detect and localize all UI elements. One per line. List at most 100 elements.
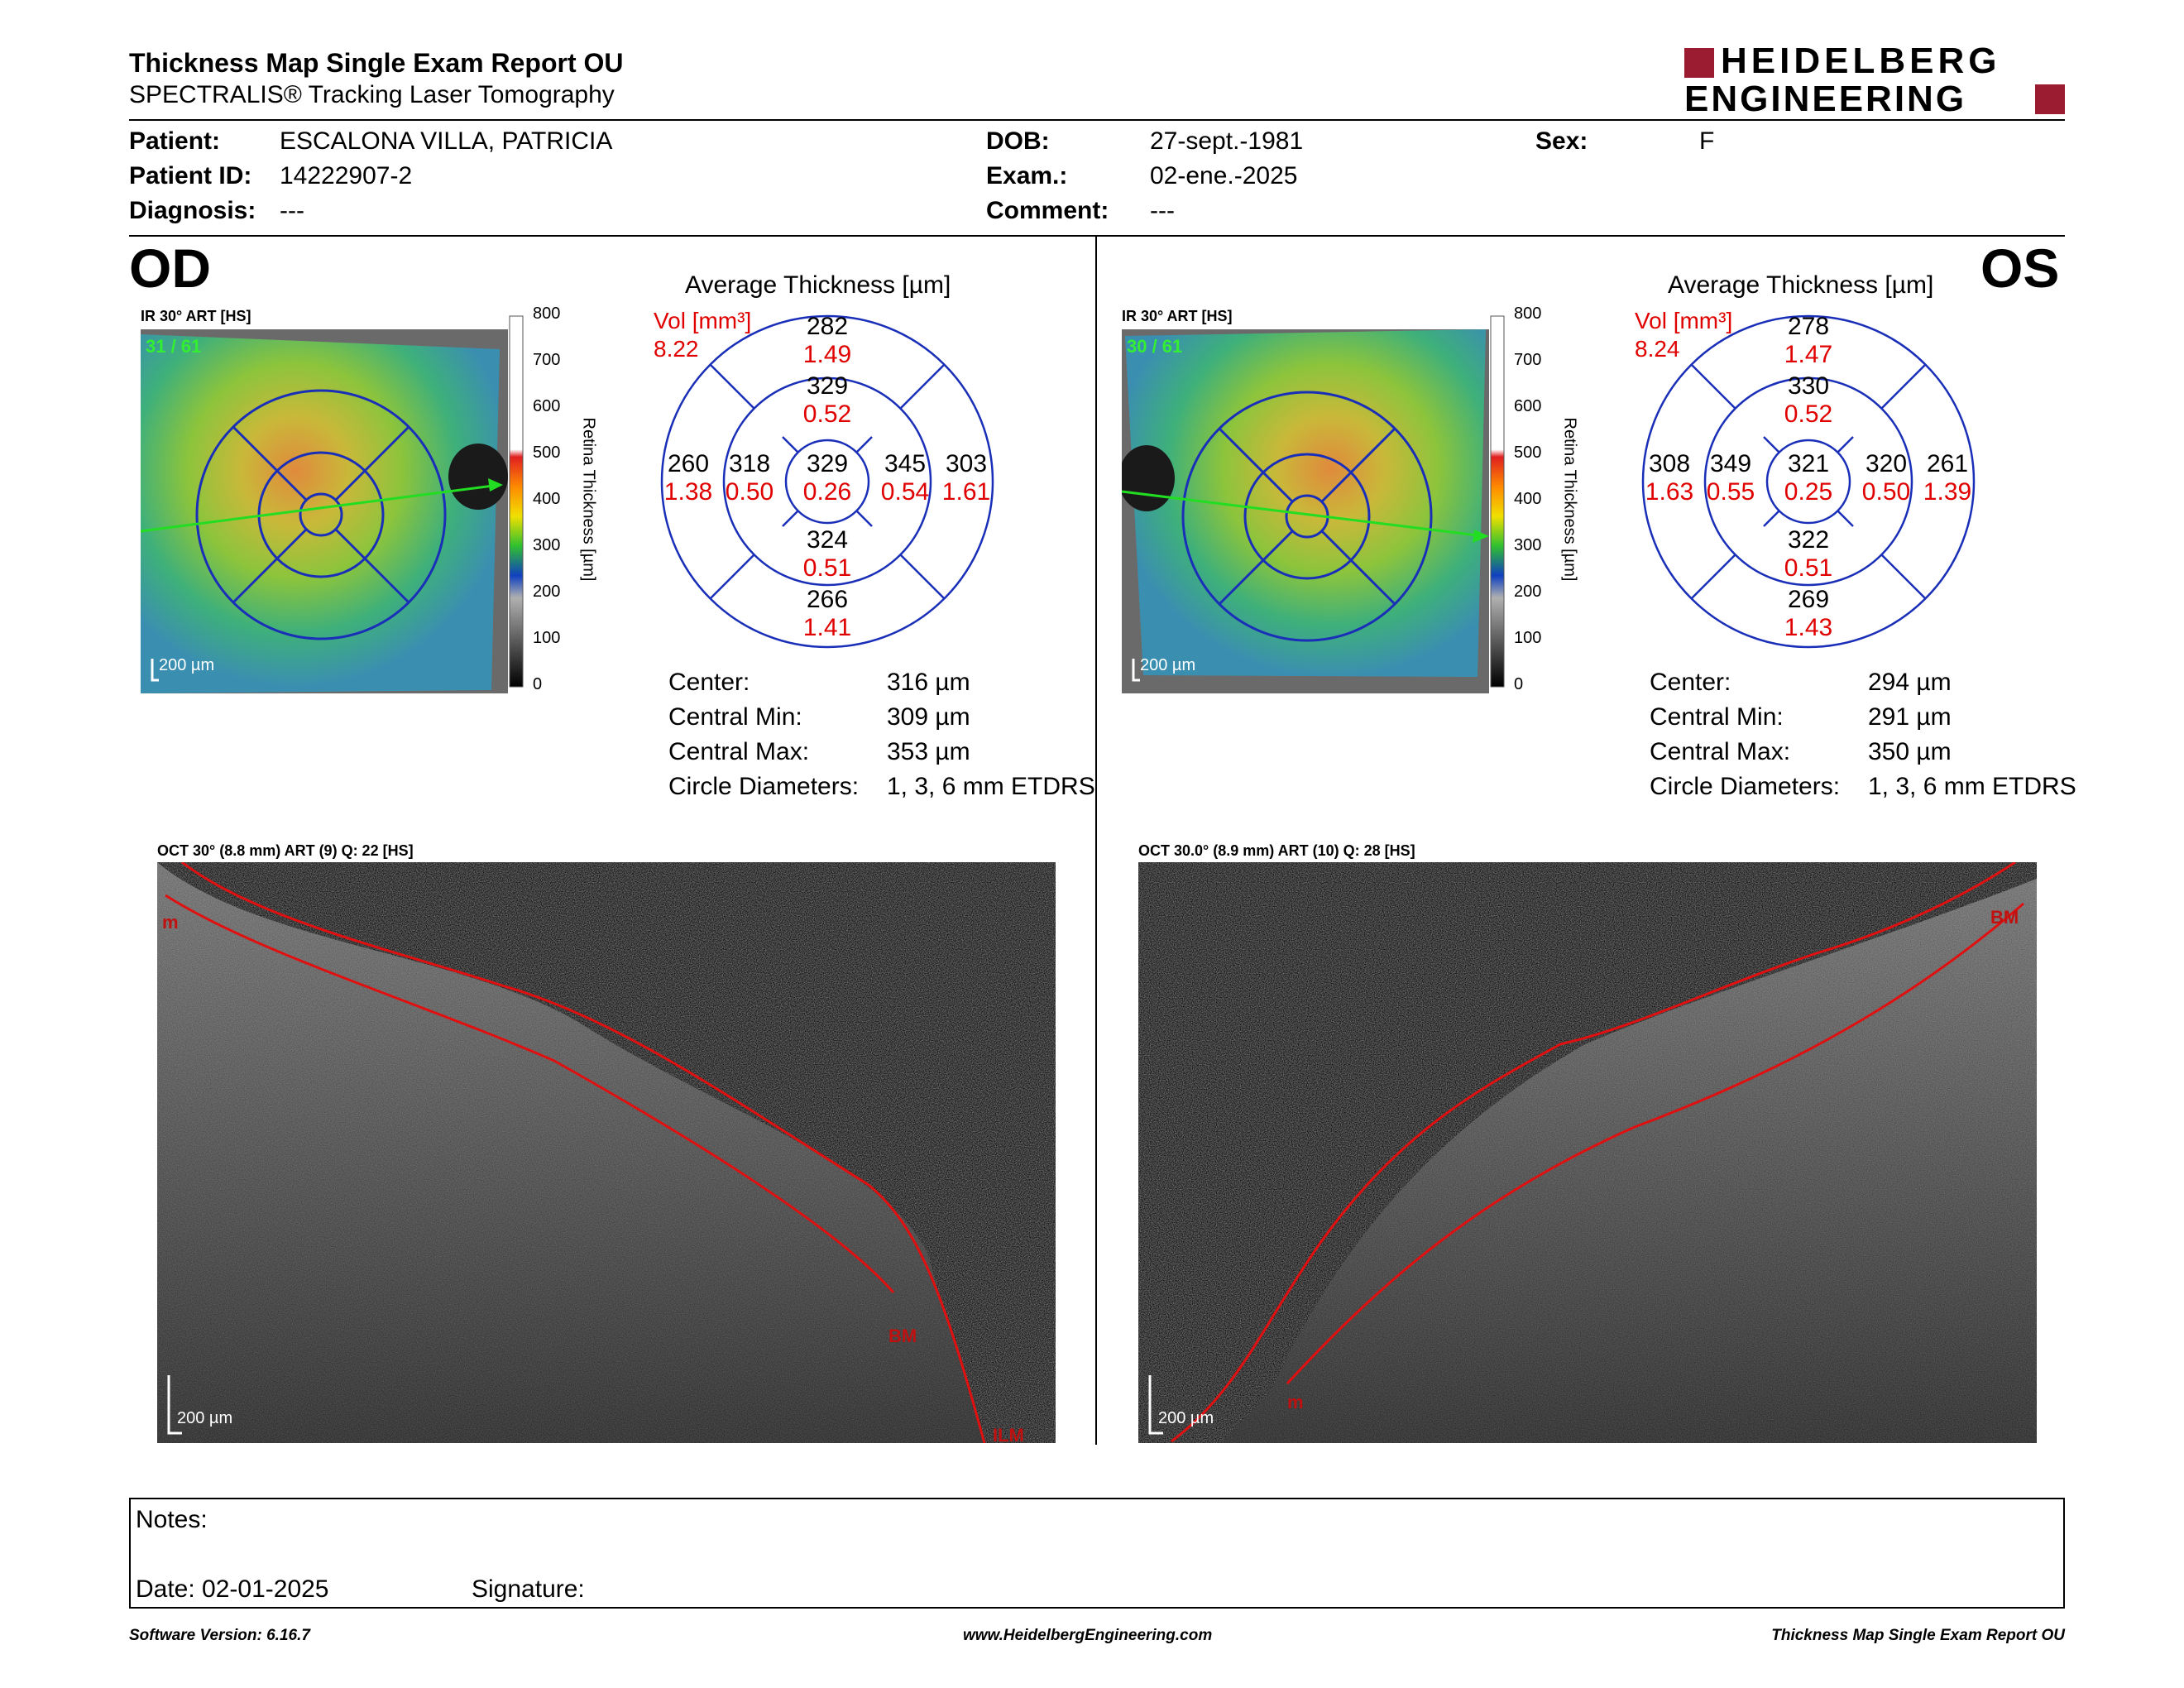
diagnosis-label: Diagnosis: [129, 197, 256, 224]
od-bm-line [165, 894, 895, 1293]
od-oct-label: OCT 30° (8.8 mm) ART (9) Q: 22 [HS] [157, 842, 414, 859]
os-avg-title: Average Thickness [µm] [1668, 271, 1934, 299]
os-marker-m: m [1287, 1392, 1304, 1412]
signature-label: Signature: [472, 1575, 585, 1603]
od-oct-bscan: 200 µm m BM ILM [157, 862, 1056, 1443]
od-max-label: Central Max: [668, 738, 810, 765]
os-outer-inf-thickness: 269 [1787, 586, 1830, 613]
os-retina-tissue [1221, 879, 2037, 1443]
od-outer-temp: 260 1.38 [659, 450, 718, 506]
os-inner-inf-thickness: 322 [1787, 526, 1830, 554]
diagnosis-value: --- [280, 197, 304, 224]
od-retina-tissue [157, 862, 984, 1443]
os-inner-inf-volume: 0.51 [1784, 554, 1833, 582]
patient-label: Patient: [129, 127, 221, 155]
od-center-label: Center: [668, 669, 750, 696]
od-inner-temp-volume: 0.50 [725, 478, 774, 506]
dob-value: 27-sept.-1981 [1150, 127, 1304, 155]
od-frame-counter: 31 / 61 [146, 336, 201, 357]
od-outer-sup-volume: 1.49 [802, 341, 852, 368]
od-inner-sup-volume: 0.52 [802, 400, 852, 428]
exam-value: 02-ene.-2025 [1150, 162, 1298, 189]
od-inner-sup-thickness: 329 [806, 372, 849, 400]
os-outer-nas: 261 1.39 [1918, 450, 1977, 506]
os-map-scale: 200 µm [1140, 656, 1195, 674]
os-inner-sup-volume: 0.52 [1784, 400, 1833, 428]
os-heatmap-overlay [1125, 329, 1486, 677]
od-tick-0: 0 [533, 675, 543, 693]
od-inner-temp: 318 0.50 [718, 450, 781, 506]
os-inner-nas-volume: 0.50 [1861, 478, 1911, 506]
od-vol-label: Vol [mm³] [654, 308, 752, 333]
od-inner-inf-thickness: 324 [806, 526, 849, 554]
os-inner-temp-volume: 0.55 [1706, 478, 1755, 506]
od-diam-label: Circle Diameters: [668, 773, 860, 800]
od-eye-label: OD [129, 237, 211, 299]
os-outer-temp: 308 1.63 [1640, 450, 1699, 506]
os-tick-0: 0 [1514, 675, 1524, 693]
date-label: Date: 02-01-2025 [136, 1575, 329, 1603]
logo-square-top [1684, 48, 1714, 78]
os-tick-100: 100 [1514, 629, 1542, 647]
os-outer-temp-thickness: 308 [1648, 450, 1691, 477]
heidelberg-logo: HEIDELBERG ENGINEERING [1684, 43, 2065, 117]
od-tick-200: 200 [533, 583, 561, 601]
od-colorbar [509, 315, 524, 688]
os-max-value: 350 µm [1868, 738, 1952, 765]
os-oct-scale-bar [1148, 1375, 1163, 1435]
od-tick-700: 700 [533, 351, 561, 369]
os-diam-value: 1, 3, 6 mm ETDRS [1868, 773, 2076, 800]
os-colorbar [1490, 315, 1505, 688]
os-outer-sup-thickness: 278 [1787, 313, 1830, 340]
od-tick-400: 400 [533, 490, 561, 508]
os-tick-300: 300 [1514, 536, 1542, 554]
od-outer-inf-thickness: 266 [806, 586, 849, 613]
od-center-volume: 0.26 [802, 478, 852, 506]
os-tick-200: 200 [1514, 583, 1542, 601]
os-inner-temp: 349 0.55 [1699, 450, 1762, 506]
os-outer-sup: 278 1.47 [1767, 313, 1850, 369]
os-center-value: 294 µm [1868, 669, 1952, 696]
od-outer-inf-volume: 1.41 [802, 614, 852, 641]
os-max-label: Central Max: [1650, 738, 1791, 765]
os-eye-label: OS [1980, 237, 2060, 299]
os-min-label: Central Min: [1650, 703, 1784, 731]
od-outer-nas-volume: 1.61 [941, 478, 991, 506]
od-scan-arrow [488, 478, 503, 492]
od-marker-top: m [162, 912, 179, 933]
notes-box[interactable]: Notes: Date: 02-01-2025 Signature: [129, 1498, 2065, 1609]
os-diam-label: Circle Diameters: [1650, 773, 1841, 800]
od-sector-values: 282 1.49 329 0.52 260 1.38 318 0.50 329 … [659, 313, 996, 650]
header-rule [129, 119, 2065, 121]
od-tick-300: 300 [533, 536, 561, 554]
od-map-scale: 200 µm [159, 656, 214, 674]
os-colorbar-label: Retina Thickness [µm] [1560, 417, 1579, 582]
od-marker-bm: BM [888, 1326, 917, 1346]
od-outer-nas: 303 1.61 [936, 450, 996, 506]
os-map-scale-bar [1132, 659, 1140, 682]
od-tick-600: 600 [533, 397, 561, 415]
od-min-label: Central Min: [668, 703, 802, 731]
os-tick-600: 600 [1514, 397, 1542, 415]
od-outer-sup-thickness: 282 [806, 313, 849, 340]
os-outer-inf-volume: 1.43 [1784, 614, 1833, 641]
od-inner-sup: 329 0.52 [786, 372, 869, 429]
comment-label: Comment: [986, 197, 1109, 224]
od-oct-scale-bar [167, 1375, 182, 1435]
footer-website[interactable]: www.HeidelbergEngineering.com [963, 1627, 1213, 1644]
od-diam-value: 1, 3, 6 mm ETDRS [887, 773, 1095, 800]
os-oct-scale: 200 µm [1158, 1409, 1214, 1427]
footer-software-version: Software Version: 6.16.7 [129, 1627, 310, 1644]
od-max-value: 353 µm [887, 738, 970, 765]
od-heatmap-overlay [141, 334, 500, 693]
os-colorbar-ticks: 800 700 600 500 400 300 200 100 0 [1514, 305, 1547, 693]
os-inner-nas-thickness: 320 [1865, 450, 1908, 477]
od-inner-nas: 345 0.54 [872, 450, 938, 506]
od-colorbar-label: Retina Thickness [µm] [579, 417, 598, 582]
os-center-volume: 0.25 [1784, 478, 1833, 506]
od-optic-disc [448, 444, 508, 510]
exam-label: Exam.: [986, 162, 1068, 189]
od-tick-800: 800 [533, 305, 561, 323]
od-scan-line [141, 483, 500, 533]
od-vol-total: 8.22 [654, 336, 699, 362]
